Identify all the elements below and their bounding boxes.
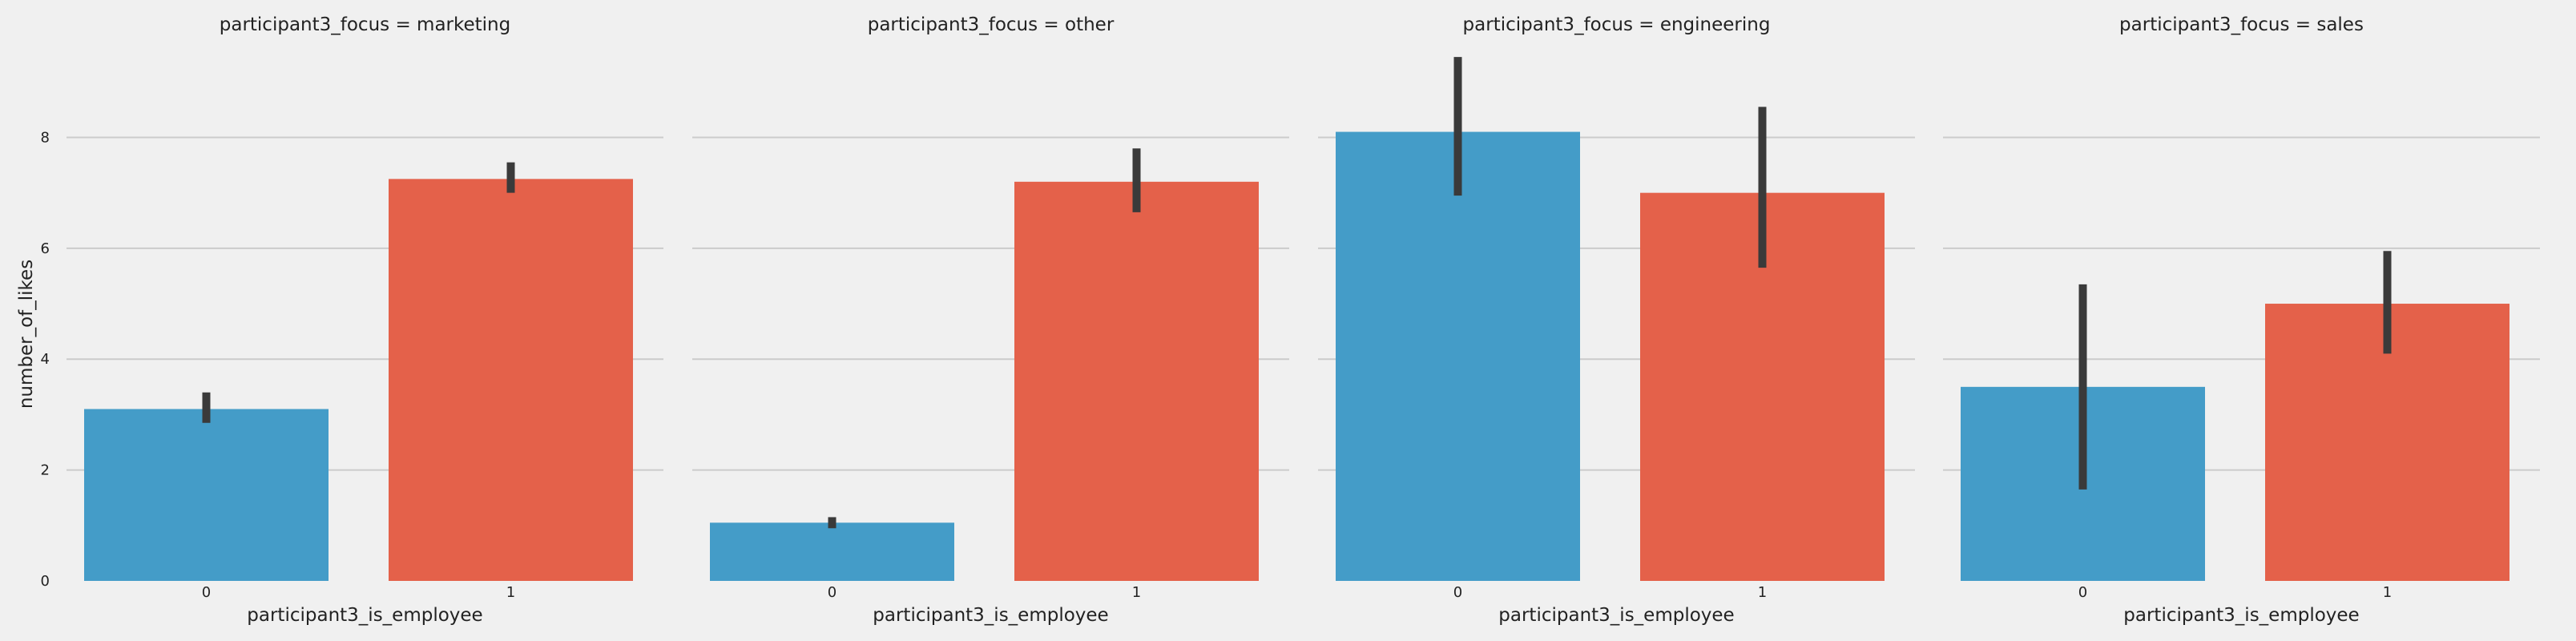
bar-marketing-1: [389, 179, 633, 581]
y-tick-label: 0: [41, 573, 50, 590]
y-axis-label: number_of_likes: [16, 260, 37, 409]
bar-other-1: [1014, 181, 1259, 581]
x-tick-label: 1: [1758, 584, 1767, 601]
facet-panel-sales: participant3_focus = sales 0 1 participant3…: [1943, 14, 2540, 626]
y-tick-label: 4: [41, 351, 50, 368]
facet-title: participant3_focus = sales: [2119, 14, 2364, 35]
x-tick-label: 0: [2078, 584, 2087, 601]
x-tick-label: 0: [202, 584, 211, 601]
x-tick-label: 1: [506, 584, 515, 601]
facet-title: participant3_focus = marketing: [220, 14, 510, 35]
x-axis-label: participant3_is_employee: [1498, 605, 1734, 626]
y-tick-label: 6: [41, 240, 50, 257]
bar-other-0: [710, 522, 954, 581]
x-axis-label: participant3_is_employee: [873, 605, 1108, 626]
x-axis-label: participant3_is_employee: [247, 605, 482, 626]
x-axis-label: participant3_is_employee: [2123, 605, 2359, 626]
x-tick-label: 0: [828, 584, 836, 601]
bar-engineering-0: [1336, 131, 1580, 581]
y-tick-label: 2: [41, 462, 50, 479]
facet-title: participant3_focus = other: [868, 14, 1115, 35]
facet-panel-other: participant3_focus = other 0 1 participant3…: [692, 14, 1289, 626]
facet-panel-marketing: participant3_focus = marketing 0 2 4 6 8 0 1 par…: [41, 14, 663, 626]
bar-marketing-0: [84, 409, 329, 581]
facet-panel-engineering: participant3_focus = engineering 0 1 partic…: [1318, 14, 1915, 626]
facet-title: participant3_focus = engineering: [1463, 14, 1771, 35]
y-tick-label: 8: [41, 129, 50, 146]
x-tick-label: 1: [2383, 584, 2392, 601]
x-tick-label: 0: [1453, 584, 1462, 601]
x-tick-label: 1: [1132, 584, 1141, 601]
